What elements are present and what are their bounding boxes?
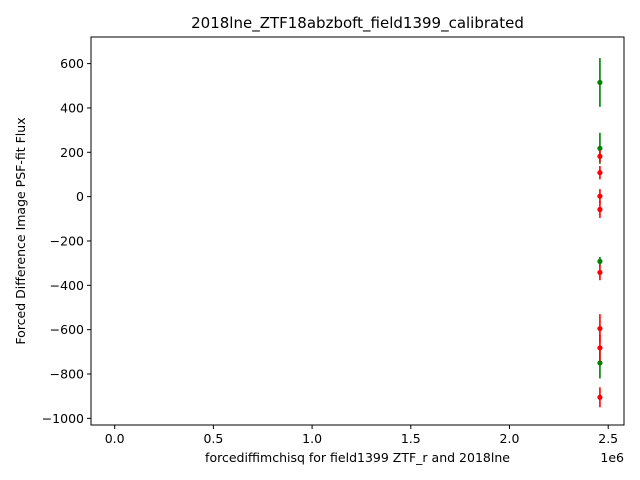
x-tick-label: 1.5 <box>401 431 421 446</box>
plot-frame <box>90 36 625 426</box>
y-axis: −1000 −800 −600 −400 −200 0 200 400 600 <box>42 56 91 426</box>
chart-title: 2018lne_ZTF18abzboft_field1399_calibrate… <box>191 14 524 33</box>
x-tick-label: 1.0 <box>302 431 322 446</box>
data-point-series-2 <box>597 193 603 199</box>
y-tick-label: 600 <box>60 56 84 71</box>
x-axis: 0.0 0.5 1.0 1.5 2.0 2.5 <box>105 425 618 446</box>
data-point-series-2 <box>597 153 603 159</box>
y-tick-label: −400 <box>50 278 84 293</box>
data-point-series-2 <box>597 206 603 213</box>
data-point-series-1 <box>597 258 603 264</box>
x-axis-offset-label: 1e6 <box>600 450 624 465</box>
x-tick-label: 0.5 <box>203 431 223 446</box>
y-tick-label: −600 <box>50 322 84 337</box>
x-axis-label: forcediffimchisq for field1399 ZTF_r and… <box>205 450 510 465</box>
y-tick-label: 0 <box>76 189 84 204</box>
y-tick-label: −800 <box>50 367 84 382</box>
x-tick-label: 2.0 <box>500 431 520 446</box>
plot-marks <box>597 58 603 408</box>
y-tick-label: −1000 <box>42 411 84 426</box>
data-point-series-1 <box>597 145 603 151</box>
data-point-series-1 <box>597 79 603 86</box>
x-tick-label: 0.0 <box>105 431 125 446</box>
y-tick-label: 400 <box>60 100 84 115</box>
data-point-series-2 <box>597 170 603 176</box>
x-tick-label: 2.5 <box>598 431 618 446</box>
data-point-series-2 <box>597 394 603 400</box>
y-axis-label: Forced Difference Image PSF-fit Flux <box>13 117 28 344</box>
y-tick-label: −200 <box>50 233 84 248</box>
data-point-series-2 <box>597 269 603 276</box>
data-point-series-2 <box>597 325 603 332</box>
y-tick-label: 200 <box>60 145 84 160</box>
data-point-series-1 <box>597 360 603 366</box>
data-point-series-2 <box>597 345 603 351</box>
